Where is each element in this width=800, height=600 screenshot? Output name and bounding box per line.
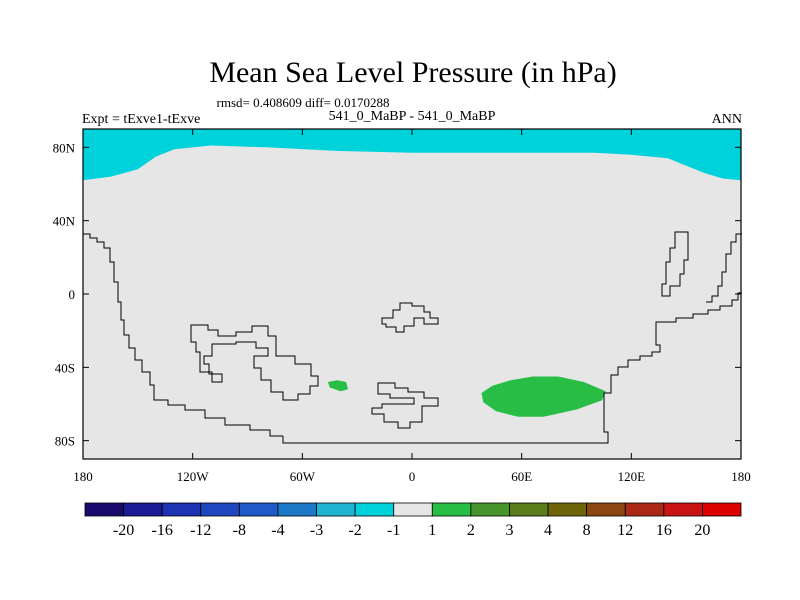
stats-label: rmsd= 0.408609 diff= 0.0170288: [217, 95, 390, 110]
coastlines: [83, 231, 742, 444]
colorbar-label: 4: [544, 522, 552, 539]
colorbar-swatch: [624, 502, 665, 517]
x-tick-label: 180: [73, 469, 93, 484]
arctic-band-region: [83, 129, 741, 181]
small-south-atlantic-anomaly-region: [327, 380, 348, 392]
x-tick-label: 60E: [511, 469, 532, 484]
y-tick-label: 80S: [55, 434, 75, 449]
colorbar-label: -1: [387, 522, 400, 539]
colorbar-label: 2: [467, 522, 475, 539]
colorbar-label: -4: [271, 522, 284, 539]
x-tick-label: 0: [409, 469, 416, 484]
coastline-antarctica: [282, 292, 742, 444]
colorbar-label: 1: [428, 522, 436, 539]
x-tick-label: 60W: [290, 469, 316, 484]
y-tick-label: 0: [69, 287, 76, 302]
map-plot: 180 120W 60W 0 60E 120E 180 80N 40N 0 40S 80S: [53, 128, 751, 484]
colorbar-swatch: [509, 502, 549, 517]
colorbar-swatch: [663, 502, 703, 517]
colorbar-swatch: [200, 502, 240, 517]
colorbar-swatch: [316, 502, 356, 517]
colorbar-label: 12: [617, 522, 633, 539]
colorbar-swatch: [123, 502, 163, 517]
coastline-americas: [83, 233, 283, 437]
colorbar-swatch: [354, 502, 395, 517]
colorbar-label: -8: [233, 522, 246, 539]
coastline-central-island: [381, 302, 439, 333]
x-tick-label: 120W: [177, 469, 210, 484]
colorbar-swatch: [277, 502, 317, 517]
colorbar-label: 20: [694, 522, 710, 539]
colorbar-swatch: [547, 502, 588, 517]
colorbar-label: -3: [310, 522, 323, 539]
y-tick-label: 80N: [53, 140, 76, 155]
main-title: Mean Sea Level Pressure (in hPa): [209, 56, 616, 89]
colorbar: -20 -16 -12 -8 -4 -3 -2 -1 1 2 3 4 8 12 16 20: [84, 502, 742, 539]
colorbar-label: 3: [505, 522, 513, 539]
coastline-southern-islands: [371, 382, 439, 429]
season-label: ANN: [712, 112, 742, 127]
colorbar-label: 8: [583, 522, 591, 539]
colorbar-swatch: [84, 502, 124, 517]
colorbar-label: -16: [152, 522, 173, 539]
x-tick-label: 180: [731, 469, 751, 484]
coastline-southern-continent: [190, 324, 319, 401]
colorbar-label: -20: [113, 522, 134, 539]
colorbar-swatch: [431, 502, 472, 517]
colorbar-swatch: [393, 502, 433, 517]
coastline-east-peninsula: [661, 231, 689, 297]
y-tick-label: 40S: [55, 360, 75, 375]
colorbar-label: -12: [190, 522, 211, 539]
colorbar-swatch: [161, 502, 202, 517]
coastline-east-asia: [706, 233, 742, 303]
y-axis: 80N 40N 0 40S 80S: [53, 140, 741, 449]
colorbar-swatch: [470, 502, 510, 517]
x-axis: 180 120W 60W 0 60E 120E 180: [73, 129, 751, 484]
expt-label: Expt = tExve1-tExve: [82, 112, 200, 127]
south-indian-ocean-anomaly-region: [481, 376, 606, 417]
colorbar-swatch: [238, 502, 279, 517]
x-tick-label: 120E: [618, 469, 646, 484]
colorbar-label: 16: [656, 522, 672, 539]
anomaly-fills: [83, 129, 741, 417]
map-background: [83, 129, 741, 459]
period-label: 541_0_MaBP - 541_0_MaBP: [329, 109, 496, 124]
y-tick-label: 40N: [53, 214, 76, 229]
colorbar-swatch: [702, 502, 742, 517]
colorbar-swatch: [586, 502, 626, 517]
colorbar-label: -2: [348, 522, 361, 539]
